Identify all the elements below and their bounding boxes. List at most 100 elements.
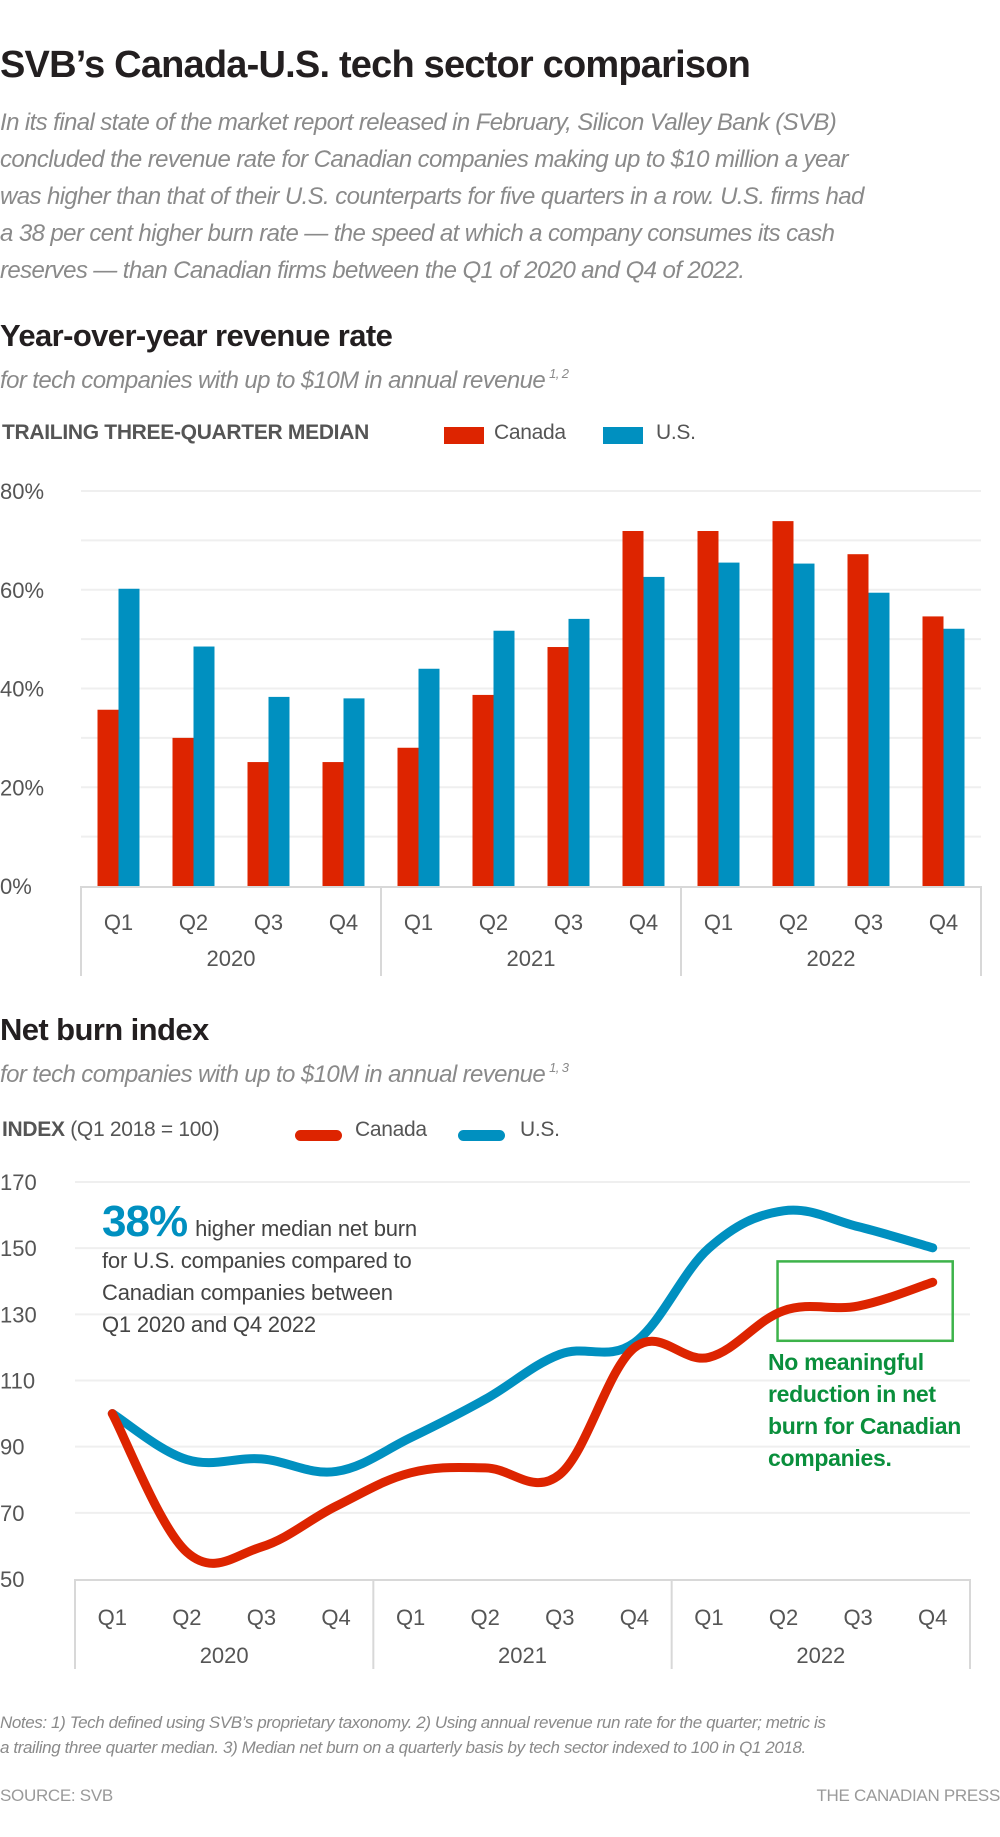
intro-line: concluded the revenue rate for Canadian … (0, 146, 849, 173)
intro-line: a 38 per cent higher burn rate — the spe… (0, 220, 835, 247)
bar-us (418, 668, 440, 886)
intro-line: reserves — than Canadian firms between t… (0, 257, 745, 284)
legend-swatch-us (603, 427, 643, 444)
revenue-legend: TRAILING THREE-QUARTER MEDIAN (2, 421, 369, 445)
y-tick-label: 150 (0, 1236, 37, 1261)
burn-chart-subtitle: for tech companies with up to $10M in an… (0, 1060, 569, 1089)
annotation-green-line: companies. (768, 1445, 892, 1471)
x-tick-label: Q3 (854, 910, 883, 935)
bar-canada (97, 709, 119, 886)
x-tick-label: Q3 (545, 1605, 574, 1630)
year-label: 2020 (207, 946, 256, 971)
legend-line-canada (295, 1130, 342, 1141)
x-tick-label: Q3 (554, 910, 583, 935)
bar-canada (847, 554, 869, 886)
x-tick-label: Q2 (479, 910, 508, 935)
source-label: SOURCE: SVB (0, 1786, 113, 1805)
burn-legend-canada: Canada (355, 1118, 427, 1141)
y-tick-label: 170 (0, 1170, 37, 1195)
burn-legend-caption-bold: INDEX (2, 1118, 65, 1141)
x-tick-label: Q1 (404, 910, 433, 935)
annotation-green-line: burn for Canadian (768, 1413, 961, 1439)
year-label: 2022 (807, 946, 856, 971)
x-tick-label: Q1 (396, 1605, 425, 1630)
revenue-legend-canada: Canada (494, 421, 566, 444)
bar-canada (472, 694, 494, 886)
intro-line: In its final state of the market report … (0, 109, 837, 136)
x-tick-label: Q2 (769, 1605, 798, 1630)
x-tick-label: Q4 (329, 910, 358, 935)
bar-us (193, 646, 215, 886)
x-tick-label: Q2 (471, 1605, 500, 1630)
bar-us (718, 562, 740, 886)
x-tick-label: Q1 (98, 1605, 127, 1630)
y-tick-label: 40% (0, 677, 44, 702)
x-tick-label: Q1 (104, 910, 133, 935)
line-canada (107, 1277, 938, 1568)
footnote-line: a trailing three quarter median. 3) Medi… (0, 1738, 806, 1757)
credit-label: THE CANADIAN PRESS (816, 1786, 1000, 1805)
bar-us (793, 563, 815, 886)
bar-us (943, 628, 965, 886)
year-label: 2021 (507, 946, 556, 971)
annotation-first-text: higher median net burn (195, 1216, 417, 1241)
bar-us (643, 576, 665, 886)
revenue-bar-chart: 0% 20% 40% 60% 80% Q1 Q2 Q3 Q4 Q1 Q2 Q3 Q4 Q1 Q2 Q3 Q4 20… (0, 479, 982, 976)
burn-chart-title: Net burn index (0, 1012, 209, 1047)
annotation-first-line: 38% higher median net burn (102, 1200, 417, 1245)
bar-canada (697, 530, 719, 886)
bar-canada (397, 747, 419, 886)
revenue-legend-caption: TRAILING THREE-QUARTER MEDIAN (2, 421, 369, 444)
bar-us (568, 618, 590, 886)
annotation-no-reduction: No meaningful reduction in net burn for … (768, 1346, 961, 1474)
annotation-big-number: 38% (102, 1197, 188, 1246)
x-tick-label: Q3 (843, 1605, 872, 1630)
annotation-green-line: reduction in net (768, 1381, 936, 1407)
annotation-line: Q1 2020 and Q4 2022 (102, 1312, 316, 1337)
intro-text: In its final state of the market report … (0, 104, 1000, 289)
footnote-line: Notes: 1) Tech defined using SVB’s propr… (0, 1713, 826, 1732)
bar-canada (922, 616, 944, 886)
bar-us (118, 588, 140, 886)
bar-us (268, 696, 290, 886)
y-tick-label: 50 (0, 1567, 24, 1592)
highlight-box (776, 1260, 954, 1343)
annotation-line: for U.S. companies compared to (102, 1248, 412, 1273)
legend-swatch-canada (444, 427, 484, 444)
legend-line-us (458, 1130, 505, 1141)
revenue-legend-us: U.S. (656, 421, 696, 444)
y-tick-label: 110 (0, 1369, 35, 1394)
y-tick-label: 70 (0, 1501, 24, 1526)
x-tick-label: Q4 (321, 1605, 350, 1630)
x-tick-label: Q1 (704, 910, 733, 935)
x-tick-label: Q1 (694, 1605, 723, 1630)
x-tick-label: Q2 (179, 910, 208, 935)
x-tick-label: Q2 (172, 1605, 201, 1630)
footnotes: Notes: 1) Tech defined using SVB’s propr… (0, 1710, 826, 1760)
revenue-subtitle-notes: 1, 2 (549, 366, 569, 381)
intro-line: was higher than that of their U.S. count… (0, 183, 864, 210)
bar-canada (247, 762, 269, 886)
x-tick-label: Q4 (629, 910, 658, 935)
year-label: 2020 (200, 1643, 249, 1668)
annotation-line: Canadian companies between (102, 1280, 393, 1305)
burn-subtitle-text: for tech companies with up to $10M in an… (0, 1061, 546, 1088)
bar-us (493, 630, 515, 886)
annotation-38-percent: 38% higher median net burn for U.S. compa… (102, 1200, 417, 1341)
burn-subtitle-notes: 1, 3 (549, 1060, 569, 1075)
bar-canada (322, 762, 344, 886)
y-tick-label: 0% (0, 874, 32, 899)
x-tick-label: Q4 (620, 1605, 649, 1630)
bar-canada (172, 737, 194, 886)
year-label: 2022 (796, 1643, 845, 1668)
net-burn-line-chart: 50 70 90 110 130 150 170 Q1 Q2 Q3 Q4 Q1 Q2 Q3 Q4 Q1 Q2 Q3… (0, 1170, 971, 1669)
revenue-subtitle-text: for tech companies with up to $10M in an… (0, 367, 546, 394)
x-tick-label: Q2 (779, 910, 808, 935)
y-tick-label: 130 (0, 1302, 37, 1327)
annotation-green-line: No meaningful (768, 1349, 924, 1375)
bar-us (868, 592, 890, 886)
y-tick-label: 80% (0, 479, 44, 504)
x-tick-label: Q3 (254, 910, 283, 935)
revenue-chart-subtitle: for tech companies with up to $10M in an… (0, 366, 569, 395)
bar-canada (622, 530, 644, 886)
